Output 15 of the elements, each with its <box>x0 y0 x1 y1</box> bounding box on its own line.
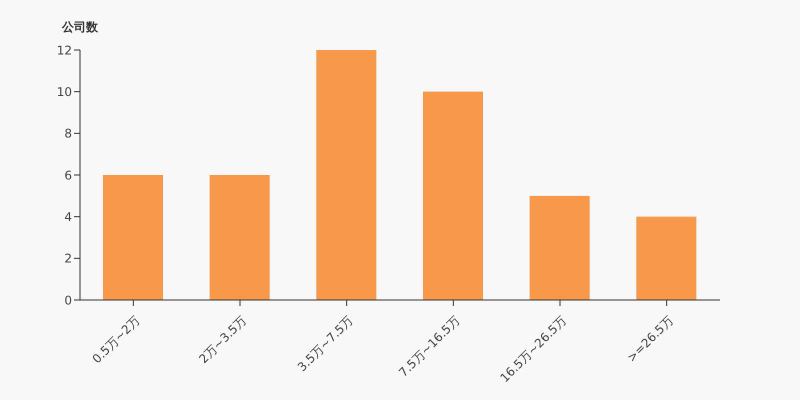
bar <box>636 216 696 300</box>
bar <box>103 175 163 300</box>
y-tick-label: 4 <box>64 210 72 224</box>
bar <box>210 175 270 300</box>
y-tick-label: 0 <box>64 293 72 308</box>
y-tick-label: 6 <box>64 168 72 182</box>
bar <box>316 50 376 300</box>
y-tick-label: 10 <box>56 84 72 99</box>
y-tick-label: 8 <box>64 126 72 141</box>
y-axis-title: 公司数 <box>62 19 98 36</box>
y-tick-label: 12 <box>56 43 72 58</box>
y-tick-label: 2 <box>64 252 72 266</box>
x-tick-label: 0.5万~2万 <box>90 313 143 366</box>
bar <box>530 196 590 300</box>
bar <box>423 92 483 300</box>
